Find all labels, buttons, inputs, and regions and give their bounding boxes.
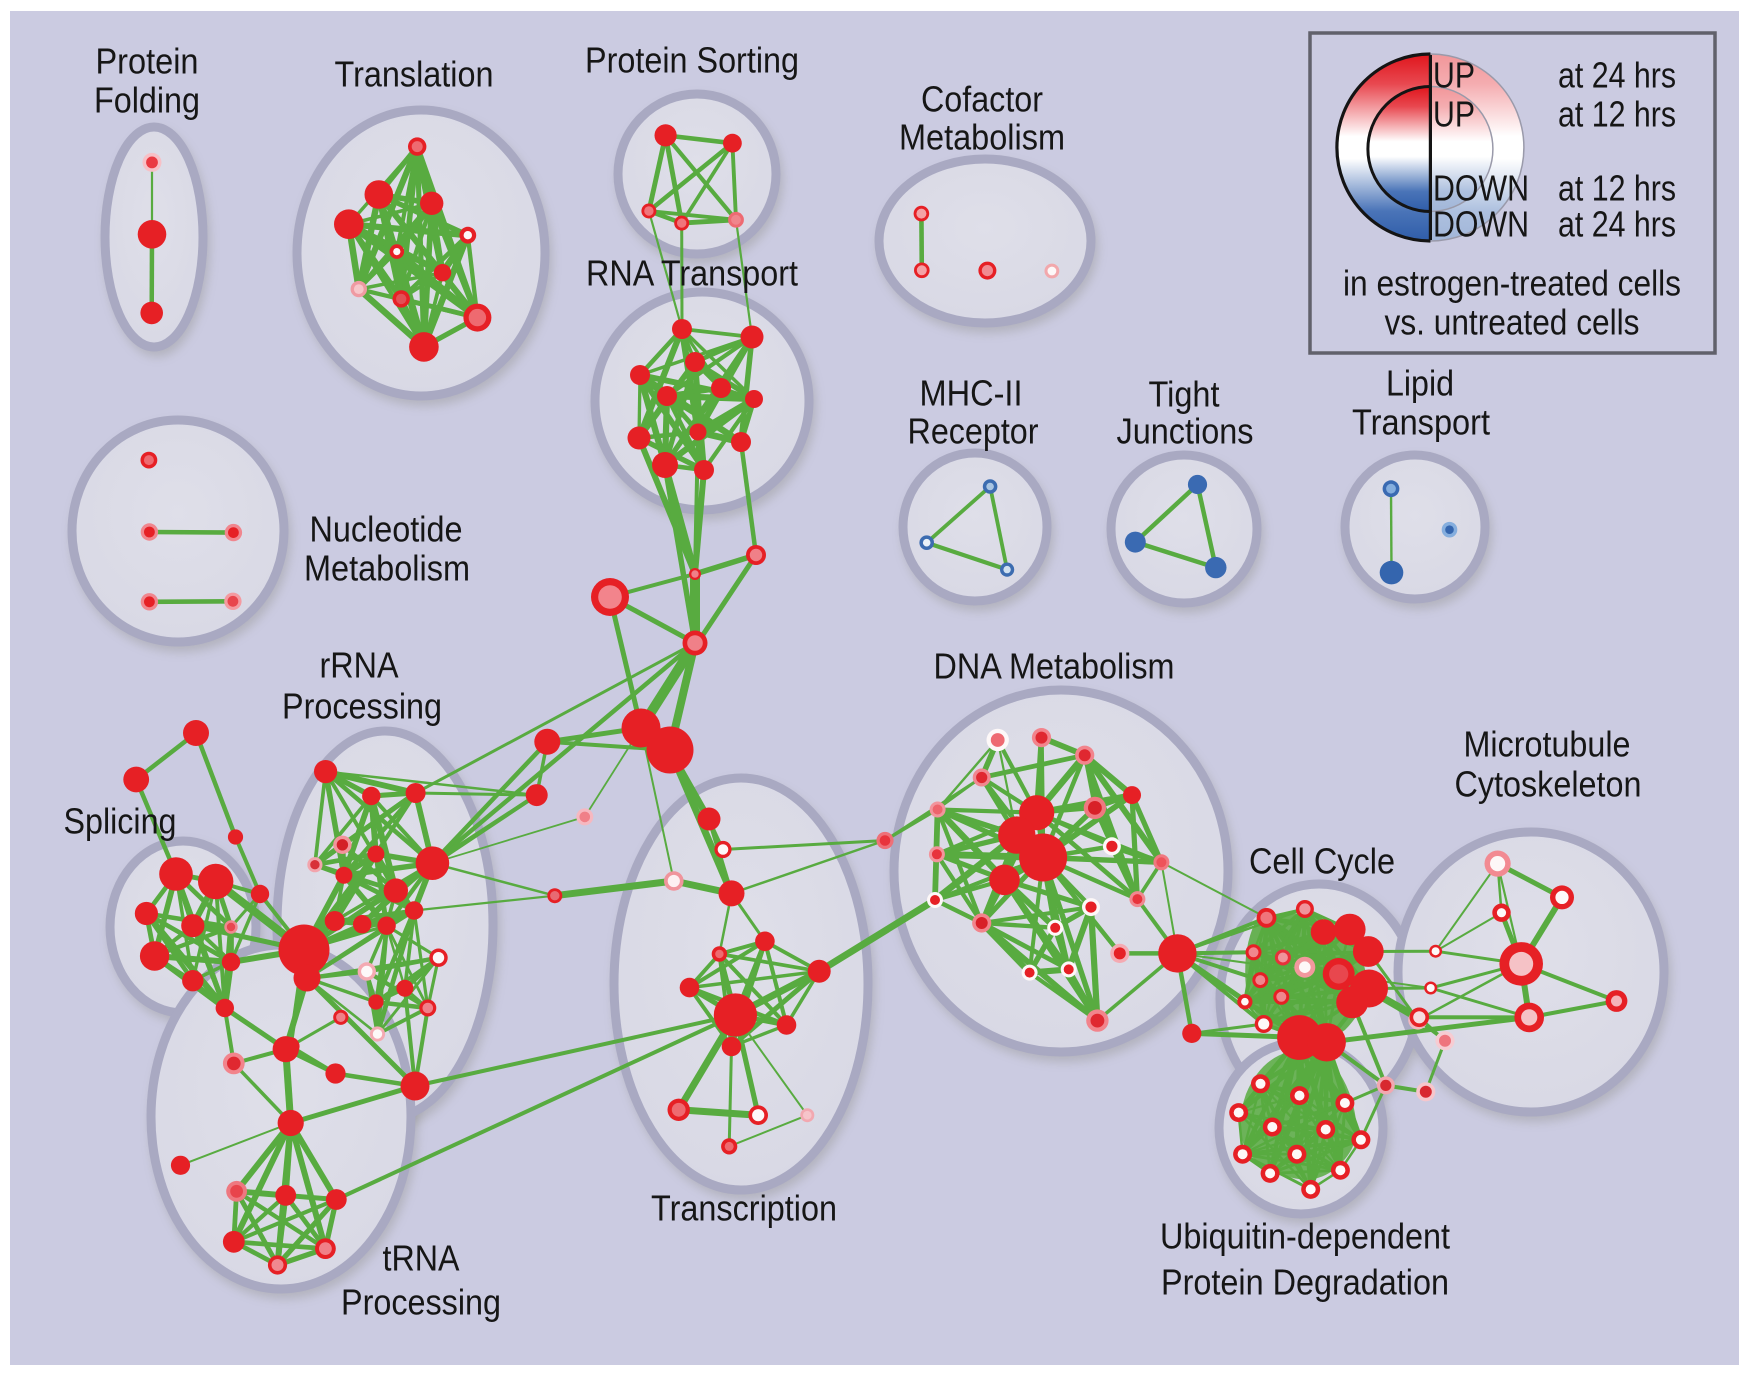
svg-text:Microtubule: Microtubule bbox=[1464, 724, 1631, 765]
svg-text:rRNA: rRNA bbox=[320, 645, 399, 686]
svg-text:Processing: Processing bbox=[282, 686, 442, 727]
svg-text:Cofactor: Cofactor bbox=[921, 79, 1043, 120]
svg-text:Nucleotide: Nucleotide bbox=[310, 509, 463, 550]
svg-text:Splicing: Splicing bbox=[64, 801, 177, 842]
svg-text:Lipid: Lipid bbox=[1386, 363, 1454, 404]
svg-text:Translation: Translation bbox=[335, 54, 494, 95]
svg-text:Receptor: Receptor bbox=[908, 411, 1039, 452]
svg-text:Tight: Tight bbox=[1149, 374, 1220, 415]
svg-text:Metabolism: Metabolism bbox=[304, 548, 470, 589]
svg-text:Protein: Protein bbox=[96, 41, 199, 82]
svg-text:RNA Transport: RNA Transport bbox=[586, 253, 798, 294]
svg-text:at 12 hrs: at 12 hrs bbox=[1558, 94, 1676, 135]
svg-text:Metabolism: Metabolism bbox=[899, 117, 1065, 158]
svg-text:Ubiquitin-dependent: Ubiquitin-dependent bbox=[1160, 1216, 1450, 1257]
svg-text:Cytoskeleton: Cytoskeleton bbox=[1455, 764, 1642, 805]
svg-text:Protein Degradation: Protein Degradation bbox=[1161, 1262, 1449, 1303]
svg-text:in estrogen-treated cells: in estrogen-treated cells bbox=[1343, 263, 1681, 304]
svg-text:MHC-II: MHC-II bbox=[920, 373, 1023, 414]
svg-text:Cell Cycle: Cell Cycle bbox=[1249, 841, 1395, 882]
svg-text:Processing: Processing bbox=[341, 1282, 501, 1323]
svg-text:DNA Metabolism: DNA Metabolism bbox=[934, 646, 1175, 687]
svg-text:DOWN: DOWN bbox=[1433, 168, 1529, 209]
svg-text:tRNA: tRNA bbox=[383, 1238, 460, 1279]
svg-text:at 12 hrs: at 12 hrs bbox=[1558, 168, 1676, 209]
svg-text:Junctions: Junctions bbox=[1117, 411, 1254, 452]
svg-text:DOWN: DOWN bbox=[1433, 204, 1529, 245]
svg-text:Folding: Folding bbox=[94, 80, 200, 121]
svg-text:at 24 hrs: at 24 hrs bbox=[1558, 204, 1676, 245]
svg-text:Transcription: Transcription bbox=[651, 1188, 837, 1229]
svg-text:Protein Sorting: Protein Sorting bbox=[585, 40, 799, 81]
svg-text:Transport: Transport bbox=[1352, 402, 1490, 443]
svg-text:at 24 hrs: at 24 hrs bbox=[1558, 55, 1676, 96]
svg-text:vs. untreated cells: vs. untreated cells bbox=[1385, 302, 1640, 343]
svg-text:UP: UP bbox=[1433, 94, 1475, 135]
svg-text:UP: UP bbox=[1433, 55, 1475, 96]
